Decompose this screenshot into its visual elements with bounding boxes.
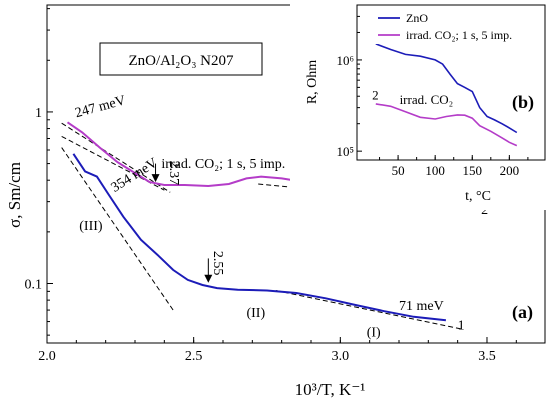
legend-entry: irrad. CO₂; 1 s, 5 imp. xyxy=(406,28,512,42)
inset-x-tick-label: 50 xyxy=(392,163,405,178)
fit-line xyxy=(61,122,171,193)
inset-series-line-2 xyxy=(375,103,518,147)
legend-background xyxy=(374,8,544,44)
inset-series xyxy=(375,43,518,147)
inset-legend: ZnO irrad. CO₂; 1 s, 5 imp. xyxy=(374,8,544,44)
annotation-label: 1 xyxy=(458,318,465,333)
annotation-label: (II) xyxy=(246,306,265,321)
panel-b-label: (b) xyxy=(512,92,534,113)
arrow-head xyxy=(151,174,160,183)
inset-y-tick-label: 10⁶ xyxy=(336,53,354,68)
series-line-1 xyxy=(72,153,447,322)
annotation-label: 71 meV xyxy=(399,299,444,314)
x-tick-label: 2.0 xyxy=(38,349,56,364)
annotation-label: 2 xyxy=(481,203,488,218)
inset-annotation-label: 2 xyxy=(372,87,379,102)
panel-a-label: (a) xyxy=(512,302,533,323)
inset-x-tick-label: 200 xyxy=(500,163,520,178)
inset-x-tick-label: 100 xyxy=(425,163,445,178)
inset-y-tick-label: 10⁵ xyxy=(336,144,354,159)
inset-plot-frame xyxy=(356,4,546,161)
annotation-label: 2.37 xyxy=(166,161,181,186)
inset-annotation-label: irrad. CO₂ xyxy=(400,92,454,107)
fit-line xyxy=(61,147,174,311)
y-axis-label: σ, Sm/cm xyxy=(5,162,24,228)
arrow-head xyxy=(204,274,213,283)
x-tick-label: 3.0 xyxy=(332,349,350,364)
y-tick-label: 0.1 xyxy=(25,278,43,293)
inset-y-axis-label: R, Ohm xyxy=(305,60,320,104)
main-axis-ticks: 2.0 2.5 3.0 3.5 0.1 1 xyxy=(25,8,517,364)
inset-axis-ticks: 50 100 150 200 10⁵ 10⁶ xyxy=(336,15,529,178)
annotation-label: 247 meV xyxy=(73,93,127,121)
x-tick-label: 3.5 xyxy=(478,349,496,364)
sample-label: ZnO/Al₂O₃ N207 xyxy=(128,53,234,69)
annotation-label: (I) xyxy=(367,326,381,341)
annotation-label: irrad. CO₂; 1 s, 5 imp. xyxy=(161,157,285,172)
y-tick-label: 1 xyxy=(35,106,42,121)
x-axis-label: 10³/T, K⁻¹ xyxy=(295,380,366,399)
inset-x-tick-label: 150 xyxy=(463,163,483,178)
inset-series-line-1 xyxy=(375,43,518,134)
inset-x-axis-label: t, °C xyxy=(465,189,491,204)
x-tick-label: 2.5 xyxy=(185,349,203,364)
sample-label-box xyxy=(99,42,263,76)
annotation-label: (III) xyxy=(79,219,103,234)
legend-entry: ZnO xyxy=(406,11,428,25)
annotation-label: 2.55 xyxy=(210,251,225,276)
